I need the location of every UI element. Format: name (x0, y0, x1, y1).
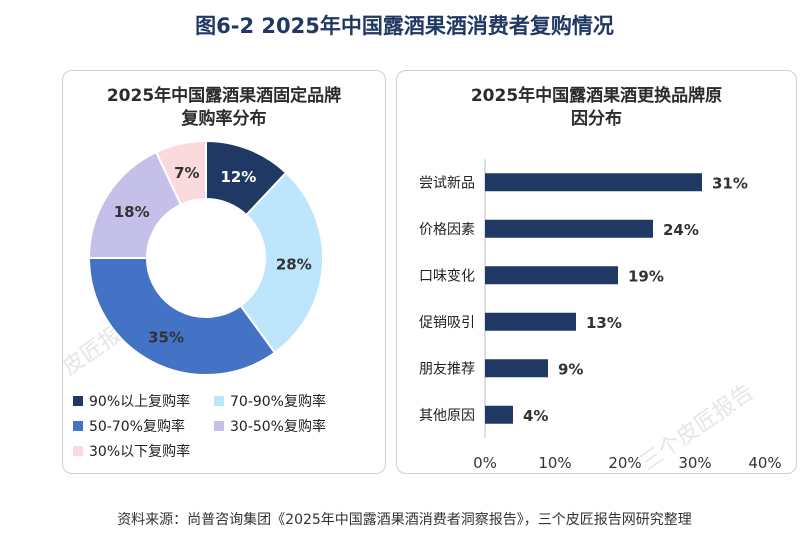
legend-swatch-1 (73, 396, 83, 406)
donut-title-line-1: 2025年中国露酒果酒固定品牌 (106, 86, 342, 106)
x-tick-label-5: 40% (748, 454, 781, 472)
bar-title-line-2: 因分布 (571, 109, 622, 129)
bar-category-label-4: 促销吸引 (419, 315, 475, 331)
bar-2 (485, 219, 653, 238)
bar-5 (485, 359, 548, 378)
legend-item-2: 70-90%复购率 (214, 391, 326, 411)
bar-chart-title: 2025年中国露酒果酒更换品牌原 因分布 (407, 85, 786, 131)
donut-slice-3 (87, 257, 277, 376)
donut-title-line-2: 复购率分布 (181, 109, 267, 129)
donut-slice-label-5: 7% (174, 164, 199, 182)
bar-6 (485, 405, 513, 424)
x-tick-label-1: 0% (473, 454, 497, 472)
donut-legend: 90%以上复购率 70-90%复购率 50-70%复购率 30-50%复购率 30%以下… (63, 71, 385, 473)
donut-slice-label-2: 28% (276, 256, 312, 274)
donut-slice-5 (154, 139, 207, 206)
donut-slice-label-4: 18% (114, 203, 150, 221)
legend-item-1: 90%以上复购率 (73, 391, 190, 411)
source-note: 资料来源：尚普咨询集团《2025年中国露酒果酒消费者洞察报告》，三个皮匠报告网研… (117, 512, 692, 528)
bar-value-label-6: 4% (523, 407, 548, 425)
bar-chart-panel: 2025年中国露酒果酒更换品牌原 因分布 三个皮匠报告 尝试新品 31% 价格因素 2… (396, 70, 797, 474)
bar-category-label-6: 其他原因 (419, 408, 475, 424)
donut-slice-label-1: 12% (220, 168, 256, 186)
donut-slice-label-3: 35% (148, 328, 184, 346)
donut-chart: 三个皮匠报告 12%28%35%18%7% (63, 139, 324, 406)
bar-value-label-4: 13% (586, 314, 622, 332)
bar-4 (485, 312, 576, 331)
donut-chart-panel: 2025年中国露酒果酒固定品牌 复购率分布 三个皮匠报告 12% 28% 35% 18… (62, 70, 386, 474)
legend-item-3: 50-70%复购率 (73, 416, 185, 436)
bar-category-label-5: 朋友推荐 (419, 361, 475, 377)
x-tick-label-3: 20% (608, 454, 641, 472)
page-title: 图6-2 2025年中国露酒果酒消费者复购情况 (195, 14, 614, 38)
donut-chart-title: 2025年中国露酒果酒固定品牌 复购率分布 (73, 85, 375, 131)
bar-3 (485, 266, 618, 285)
legend-swatch-2 (214, 396, 224, 406)
legend-label-3: 50-70%复购率 (89, 419, 185, 435)
legend-label-1: 90%以上复购率 (89, 394, 191, 410)
legend-label-5: 30%以下复购率 (89, 444, 191, 460)
x-tick-label-2: 10% (538, 454, 571, 472)
legend-label-4: 30-50%复购率 (230, 419, 326, 435)
bar-1 (485, 173, 702, 192)
x-tick-label-4: 30% (678, 454, 711, 472)
legend-item-5: 30%以下复购率 (73, 441, 190, 461)
legend-label-2: 70-90%复购率 (230, 394, 326, 410)
legend-swatch-3 (73, 421, 83, 431)
bar-value-label-3: 19% (628, 267, 664, 285)
legend-swatch-4 (214, 421, 224, 431)
bar-value-label-1: 31% (712, 174, 748, 192)
donut-slice-2 (239, 171, 324, 355)
legend-swatch-5 (73, 446, 83, 456)
bar-value-label-5: 9% (558, 360, 583, 378)
bar-title-line-1: 2025年中国露酒果酒更换品牌原 (470, 86, 723, 106)
bar-category-label-2: 价格因素 (419, 222, 475, 238)
bar-chart: 三个皮匠报告 尝试新品 31%价格因素 24%口味变化 19%促销吸引 13%朋友推荐 9… (419, 159, 782, 473)
bar-category-label-1: 尝试新品 (419, 175, 475, 191)
bar-category-label-3: 口味变化 (419, 268, 475, 284)
legend-item-4: 30-50%复购率 (214, 416, 326, 436)
bar-value-label-2: 24% (663, 221, 699, 239)
